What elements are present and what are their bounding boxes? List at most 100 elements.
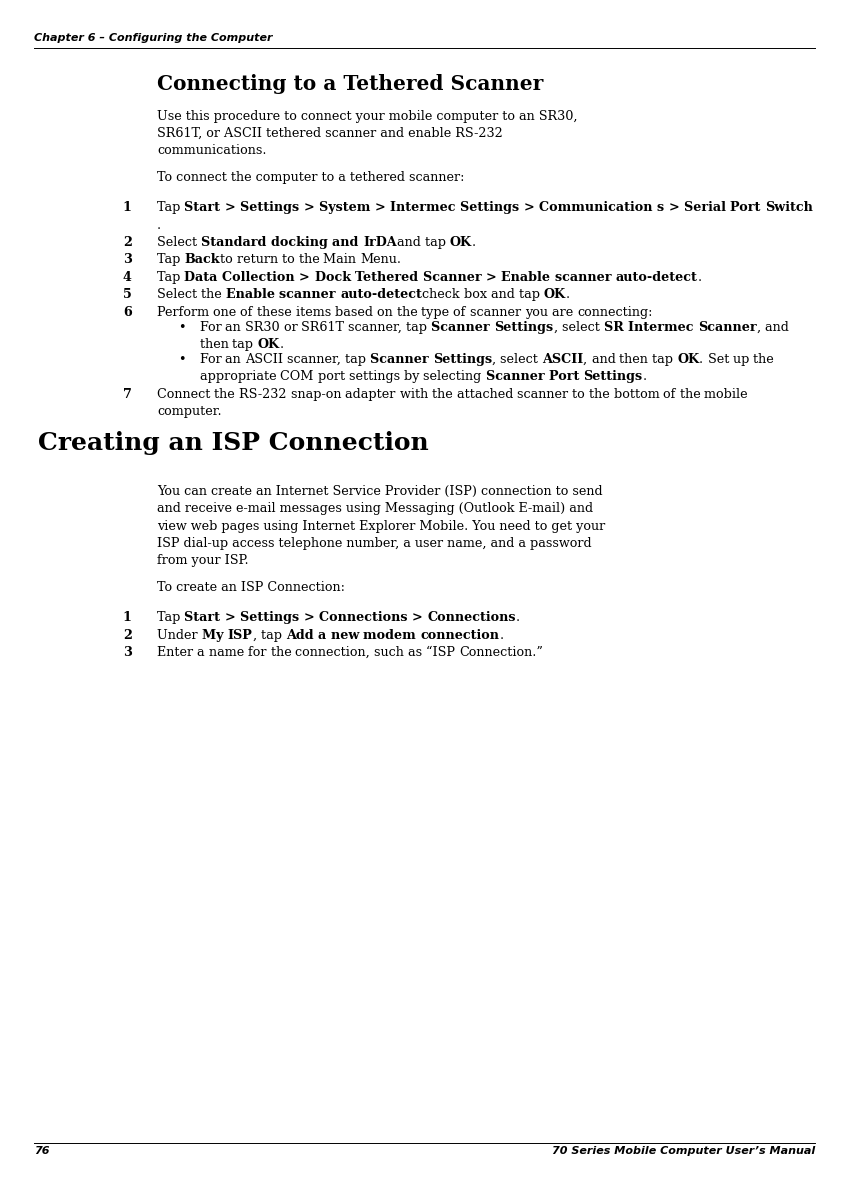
Text: port: port	[318, 370, 349, 383]
Text: bottom: bottom	[614, 388, 663, 401]
Text: ,: ,	[583, 352, 592, 365]
Text: .: .	[472, 236, 476, 249]
Text: Tap: Tap	[157, 611, 184, 624]
Text: To connect the computer to a tethered scanner:: To connect the computer to a tethered sc…	[157, 172, 464, 185]
Text: 6: 6	[123, 306, 132, 319]
Text: SR61T, or ASCII tethered scanner and enable RS-232: SR61T, or ASCII tethered scanner and ena…	[157, 127, 503, 140]
Text: the: the	[589, 388, 614, 401]
Text: Menu.: Menu.	[361, 253, 402, 266]
Text: >: >	[304, 201, 319, 214]
Text: based: based	[335, 306, 377, 319]
Text: Set: Set	[707, 352, 733, 365]
Text: Connections: Connections	[319, 611, 412, 624]
Text: Data: Data	[184, 271, 222, 284]
Text: Connecting to a Tethered Scanner: Connecting to a Tethered Scanner	[157, 74, 543, 94]
Text: the: the	[432, 388, 457, 401]
Text: scanner,: scanner,	[287, 352, 345, 365]
Text: the: the	[201, 289, 226, 302]
Text: type: type	[421, 306, 453, 319]
Text: selecting: selecting	[424, 370, 486, 383]
Text: 2: 2	[123, 629, 132, 642]
Text: for: for	[248, 646, 271, 659]
Text: Switch: Switch	[765, 201, 813, 214]
Text: Port: Port	[730, 201, 765, 214]
Text: >: >	[225, 611, 240, 624]
Text: ASCII: ASCII	[543, 352, 583, 365]
Text: Creating an ISP Connection: Creating an ISP Connection	[38, 431, 429, 455]
Text: 2: 2	[123, 236, 132, 249]
Text: tap: tap	[345, 352, 370, 365]
Text: Scanner: Scanner	[698, 320, 756, 333]
Text: and: and	[592, 352, 620, 365]
Text: select: select	[500, 352, 543, 365]
Text: Enable: Enable	[501, 271, 554, 284]
Text: OK: OK	[450, 236, 472, 249]
Text: Start: Start	[184, 611, 225, 624]
Text: Select: Select	[157, 289, 201, 302]
Text: the: the	[299, 253, 323, 266]
Text: from your ISP.: from your ISP.	[157, 555, 249, 568]
Text: Settings: Settings	[494, 320, 554, 333]
Text: IrDA: IrDA	[363, 236, 397, 249]
Text: then: then	[620, 352, 652, 365]
Text: you: you	[525, 306, 552, 319]
Text: Tap: Tap	[157, 271, 184, 284]
Text: such: such	[374, 646, 408, 659]
Text: and: and	[333, 236, 363, 249]
Text: one: one	[213, 306, 240, 319]
Text: Settings: Settings	[240, 201, 304, 214]
Text: >: >	[300, 271, 315, 284]
Text: check: check	[422, 289, 464, 302]
Text: and: and	[765, 320, 792, 333]
Text: up: up	[733, 352, 753, 365]
Text: are: are	[552, 306, 577, 319]
Text: and: and	[397, 236, 424, 249]
Text: >: >	[524, 201, 539, 214]
Text: to: to	[282, 253, 299, 266]
Text: 5: 5	[123, 289, 132, 302]
Text: To create an ISP Connection:: To create an ISP Connection:	[157, 582, 345, 595]
Text: Select: Select	[157, 236, 201, 249]
Text: tap: tap	[652, 352, 678, 365]
Text: Tethered: Tethered	[356, 271, 423, 284]
Text: Perform: Perform	[157, 306, 213, 319]
Text: of: of	[453, 306, 469, 319]
Text: .: .	[279, 338, 284, 351]
Text: SR61T: SR61T	[301, 320, 348, 333]
Text: tap: tap	[424, 236, 450, 249]
Text: tap: tap	[261, 629, 286, 642]
Text: .: .	[500, 629, 503, 642]
Text: Add: Add	[286, 629, 318, 642]
Text: ,: ,	[554, 320, 562, 333]
Text: ISP dial-up access telephone number, a user name, and a password: ISP dial-up access telephone number, a u…	[157, 537, 592, 550]
Text: Connection.”: Connection.”	[459, 646, 543, 659]
Text: the: the	[271, 646, 295, 659]
Text: System: System	[319, 201, 375, 214]
Text: 1: 1	[123, 201, 132, 214]
Text: appropriate: appropriate	[200, 370, 280, 383]
Text: an: an	[225, 352, 245, 365]
Text: tap: tap	[519, 289, 544, 302]
Text: Settings: Settings	[460, 201, 524, 214]
Text: and receive e-mail messages using Messaging (Outlook E-mail) and: and receive e-mail messages using Messag…	[157, 502, 593, 515]
Text: ,: ,	[492, 352, 500, 365]
Text: OK: OK	[544, 289, 566, 302]
Text: Dock: Dock	[315, 271, 356, 284]
Text: 1: 1	[123, 611, 132, 624]
Text: 4: 4	[123, 271, 132, 284]
Text: computer.: computer.	[157, 405, 222, 418]
Text: 76: 76	[34, 1146, 49, 1156]
Text: Enable: Enable	[226, 289, 279, 302]
Text: >: >	[669, 201, 684, 214]
Text: a: a	[318, 629, 330, 642]
Text: Standard: Standard	[201, 236, 271, 249]
Text: with: with	[400, 388, 432, 401]
Text: the: the	[680, 388, 705, 401]
Text: Scanner: Scanner	[423, 271, 486, 284]
Text: settings: settings	[349, 370, 404, 383]
Text: communications.: communications.	[157, 145, 267, 158]
Text: auto-detect: auto-detect	[616, 271, 698, 284]
Text: of: of	[240, 306, 256, 319]
Text: For: For	[200, 320, 225, 333]
Text: .: .	[643, 370, 647, 383]
